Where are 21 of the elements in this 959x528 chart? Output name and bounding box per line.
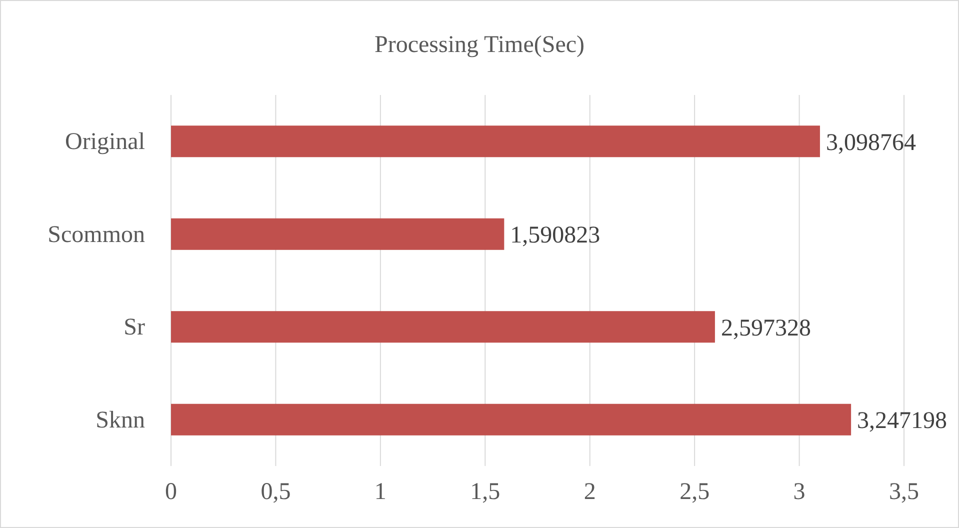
x-tick-label: 3,5 [889, 479, 919, 506]
x-tick-label: 1 [374, 479, 386, 506]
bar [171, 311, 715, 343]
x-tick-label: 2 [584, 479, 596, 506]
y-tick-label: Sr [124, 314, 146, 341]
chart-title: Processing Time(Sec) [374, 32, 584, 58]
data-label: 3,098764 [826, 130, 916, 156]
x-tick-label: 1,5 [470, 479, 500, 506]
data-label: 3,247198 [857, 408, 948, 434]
x-tick-label: 2,5 [680, 479, 710, 506]
y-tick-label: Scommon [48, 222, 145, 248]
bar [171, 218, 504, 250]
x-tick-label: 0,5 [260, 479, 291, 506]
y-tick-label: Original [65, 129, 146, 156]
y-tick-label: Sknn [96, 407, 145, 434]
bar [171, 404, 852, 436]
x-tick-label: 0 [165, 479, 177, 506]
data-label: 2,597328 [720, 315, 811, 342]
x-tick-label: 3 [793, 479, 806, 506]
data-label: 1,590823 [510, 222, 600, 249]
bar [171, 126, 820, 158]
